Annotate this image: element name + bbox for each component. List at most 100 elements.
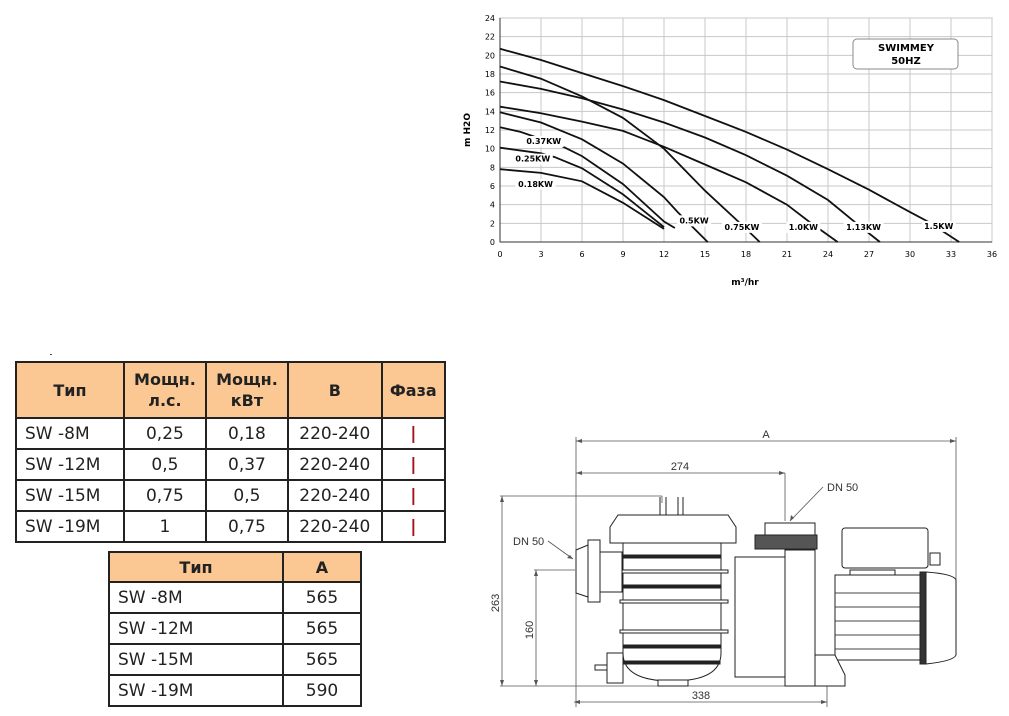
pump-outline (575, 497, 957, 687)
header-line: кВт (230, 391, 264, 410)
series-label: 0.75KW (725, 223, 760, 232)
table-cell: 565 (282, 643, 362, 676)
table-cell: 0,18 (204, 417, 289, 450)
series-line-1.13KW (499, 80, 881, 243)
y-tick-label: 22 (485, 33, 495, 42)
table-cell: 0,75 (204, 510, 289, 543)
header-line: В (328, 380, 341, 400)
table-cell: 0,37 (204, 448, 289, 481)
series-line-0.5KW (499, 111, 709, 243)
power-table-header: Фаза (380, 361, 447, 419)
chart-ticks: 0 3 6 9 12 15 18 21 24 27 30 33 36024681012141618202… (485, 14, 997, 259)
y-tick-label: 12 (485, 126, 495, 135)
table-cell: 0,75 (122, 479, 207, 512)
header-line: Фаза (389, 380, 437, 400)
x-tick-label: 30 (905, 250, 915, 259)
inlet-flange (587, 539, 601, 603)
table-cell: | (380, 510, 447, 543)
y-tick-label: 2 (490, 219, 495, 228)
power-table-header: Мощн. кВт (204, 361, 289, 419)
table-cell: SW -12M (15, 448, 125, 481)
table-cell: 220-240 (286, 510, 383, 543)
x-tick-label: 21 (782, 250, 792, 259)
stray-dot (50, 354, 52, 355)
x-tick-label: 6 (579, 250, 584, 259)
series-line-0.25KW (499, 146, 665, 228)
x-tick-label: 33 (946, 250, 956, 259)
strainer-ring-1 (619, 569, 729, 574)
table-cell: 220-240 (286, 448, 383, 481)
chart-legend-box: SWIMMEY 50HZ (852, 38, 959, 70)
series-label-bg (512, 153, 553, 165)
drain-plug (606, 652, 624, 684)
table-cell: 0,5 (204, 479, 289, 512)
dimensions-table: Тип A SW -8M 565 SW -12M 565 SW -15M 565 SW -19… (108, 551, 362, 707)
dimension-274-label: 274 (671, 461, 689, 473)
table-cell: SW -19M (108, 674, 284, 707)
series-label: 0.5KW (679, 216, 708, 225)
chart-title-line2: 50HZ (891, 56, 921, 67)
y-tick-label: 14 (485, 107, 495, 116)
x-tick-label: 18 (741, 250, 751, 259)
dims-table-header: Тип (108, 551, 284, 583)
power-table: Тип Мощн. л.с. Мощн. кВт В Фаза SW -8M 0,25 0,18… (15, 361, 447, 543)
series-label-bg (786, 221, 821, 233)
table-row: SW -8M 0,25 0,18 220-240 | (15, 417, 447, 450)
table-cell: 0,5 (122, 448, 207, 481)
table-cell: 220-240 (286, 479, 383, 512)
volute (734, 556, 786, 678)
y-tick-label: 16 (485, 89, 495, 98)
motor-foot (814, 654, 846, 687)
table-cell: | (380, 417, 447, 450)
header-line: Мощн. (216, 370, 278, 389)
series-line-1.0KW (499, 105, 839, 243)
series-label: 1.0KW (789, 223, 818, 232)
y-axis-label: m H2O (463, 113, 473, 147)
table-cell: | (380, 479, 447, 512)
table-cell: 565 (282, 612, 362, 645)
power-table-header: Мощн. л.с. (122, 361, 207, 419)
table-row: SW -19M 590 (108, 674, 362, 707)
series-label: 0.37KW (526, 137, 561, 146)
pump-dimension-drawing: A 274 DN 50 DN 50 263 160 338 (490, 429, 957, 707)
series-label-bg (515, 178, 556, 190)
table-row: SW -15M 565 (108, 643, 362, 676)
table-row: SW -12M 565 (108, 612, 362, 645)
dimension-338-label: 338 (692, 690, 710, 702)
y-tick-label: 4 (490, 201, 495, 210)
outlet-dn50-label: DN 50 (827, 482, 858, 494)
table-row: SW -8M 565 (108, 581, 362, 614)
legend-box (852, 38, 959, 70)
strainer-ring-2 (619, 599, 729, 604)
y-tick-label: 6 (490, 182, 495, 191)
series-label-bg (721, 221, 762, 233)
x-tick-label: 27 (864, 250, 874, 259)
x-tick-label: 9 (620, 250, 625, 259)
table-cell: 220-240 (286, 417, 383, 450)
series-label-bg (843, 221, 884, 233)
x-tick-label: 36 (987, 250, 997, 259)
y-tick-label: 8 (490, 163, 495, 172)
x-tick-label: 24 (823, 250, 833, 259)
y-tick-label: 10 (485, 145, 495, 154)
strainer-ring-3 (619, 629, 729, 634)
series-label: 1.5KW (924, 222, 953, 231)
motor-end-cap (925, 571, 957, 665)
power-table-header: Тип (15, 361, 125, 419)
table-cell: SW -19M (15, 510, 125, 543)
series-label: 0.18KW (518, 180, 553, 189)
header-line: Мощн. (134, 370, 196, 389)
series-label: 1.13KW (846, 223, 881, 232)
table-cell: SW -15M (15, 479, 125, 512)
chart-curves: 0.37KW 0.25KW 0.18KW 0.5KW 0.75KW 1.0KW 1.13KW… (499, 47, 960, 243)
table-cell: | (380, 448, 447, 481)
x-tick-label: 12 (659, 250, 669, 259)
y-tick-label: 24 (485, 14, 495, 23)
dimension-a-label: A (762, 429, 770, 441)
inlet-pipe (575, 544, 589, 598)
chart-title-line1: SWIMMEY (878, 43, 935, 54)
x-tick-label: 15 (700, 250, 710, 259)
dimension-263-label: 263 (490, 594, 502, 612)
table-cell: 590 (282, 674, 362, 707)
series-label-bg (523, 136, 564, 147)
